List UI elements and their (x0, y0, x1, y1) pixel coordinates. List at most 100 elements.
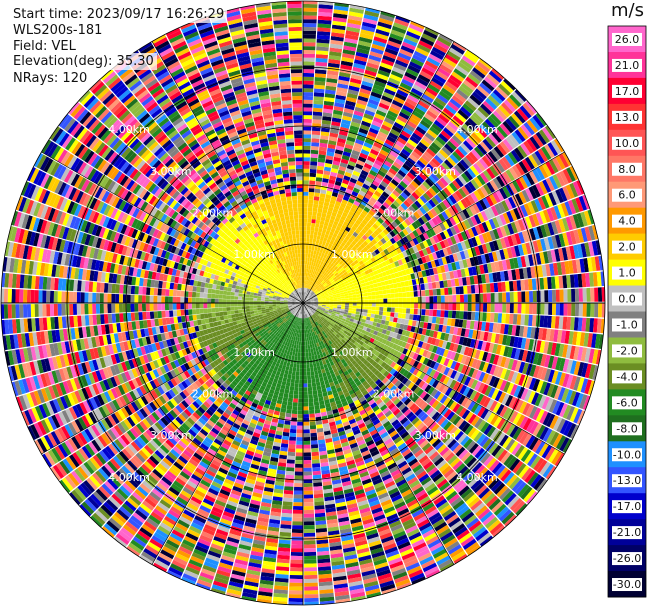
velocity-gate (291, 548, 303, 553)
velocity-gate (369, 51, 383, 59)
velocity-gate (305, 337, 307, 342)
velocity-gate (434, 182, 443, 192)
velocity-gate (322, 304, 326, 306)
velocity-gate (331, 236, 336, 242)
velocity-gate (361, 80, 374, 88)
velocity-gate (352, 297, 357, 301)
velocity-gate (392, 200, 401, 208)
velocity-gate (488, 70, 503, 83)
velocity-gate (409, 308, 415, 315)
velocity-gate (334, 229, 340, 235)
velocity-gate (449, 245, 456, 254)
velocity-gate (544, 193, 554, 208)
velocity-gate (303, 3, 318, 8)
velocity-gate (310, 286, 314, 291)
velocity-gate (367, 228, 374, 235)
velocity-gate (361, 271, 366, 277)
velocity-gate (465, 48, 481, 61)
velocity-gate (520, 204, 529, 217)
velocity-gate (491, 131, 502, 143)
velocity-gate (399, 245, 406, 253)
velocity-gate (472, 112, 484, 124)
velocity-gate (341, 154, 350, 161)
velocity-gate (345, 30, 360, 37)
velocity-gate (342, 286, 347, 290)
velocity-gate (550, 276, 556, 289)
velocity-gate (483, 303, 488, 312)
velocity-gate (324, 285, 329, 289)
velocity-gate (537, 196, 547, 210)
velocity-gate (382, 201, 390, 209)
velocity-gate (305, 345, 308, 349)
velocity-gate (312, 211, 317, 216)
velocity-gate (358, 203, 366, 210)
velocity-gate (348, 237, 354, 244)
velocity-gate (551, 221, 559, 235)
velocity-gate (375, 299, 380, 303)
velocity-gate (410, 87, 423, 97)
velocity-gate (310, 157, 318, 162)
velocity-gate (348, 281, 353, 285)
velocity-gate (372, 180, 380, 187)
velocity-gate (329, 296, 334, 299)
velocity-gate (374, 248, 380, 255)
velocity-gate (449, 153, 460, 164)
velocity-gate (350, 77, 362, 85)
velocity-gate (396, 240, 403, 247)
velocity-gate (340, 64, 353, 71)
velocity-gate (350, 234, 356, 241)
velocity-gate (344, 307, 349, 310)
velocity-gate (354, 55, 368, 62)
velocity-gate (324, 273, 329, 278)
velocity-gate (304, 291, 306, 296)
velocity-gate (401, 286, 406, 293)
velocity-gate (474, 225, 482, 235)
velocity-gate (303, 99, 313, 104)
velocity-gate (598, 303, 603, 318)
velocity-gate (289, 578, 303, 583)
velocity-gate (390, 293, 395, 298)
velocity-gate (310, 303, 315, 305)
velocity-gate (325, 89, 336, 95)
velocity-gate (335, 267, 340, 273)
velocity-gate (444, 143, 455, 154)
velocity-gate (512, 165, 522, 178)
velocity-gate (402, 41, 416, 51)
velocity-gate (318, 273, 322, 278)
velocity-gate (547, 222, 555, 236)
velocity-gate (381, 285, 387, 291)
velocity-gate (297, 421, 303, 426)
velocity-gate (467, 228, 475, 238)
velocity-gate (457, 200, 466, 211)
velocity-gate (454, 261, 461, 270)
velocity-gate (425, 309, 430, 316)
velocity-gate (492, 217, 500, 228)
velocity-gate (374, 220, 382, 227)
velocity-gate (591, 240, 599, 256)
velocity-gate (316, 215, 321, 221)
velocity-gate (529, 303, 534, 315)
velocity-gate (294, 352, 298, 357)
velocity-gate (333, 295, 338, 299)
velocity-gate (433, 119, 445, 130)
velocity-gate (285, 474, 294, 480)
velocity-gate (303, 490, 313, 495)
velocity-gate (458, 175, 467, 186)
velocity-gate (460, 198, 469, 209)
velocity-gate (540, 303, 545, 315)
velocity-gate (317, 295, 321, 298)
velocity-gate (347, 290, 352, 294)
velocity-gate (281, 509, 293, 514)
velocity-gate (372, 84, 385, 92)
velocity-gate (284, 482, 294, 487)
velocity-gate (311, 138, 320, 143)
velocity-gate (296, 364, 300, 369)
velocity-gate (348, 15, 363, 22)
velocity-gate (303, 486, 313, 491)
velocity-gate (477, 106, 490, 118)
velocity-gate (482, 312, 487, 322)
velocity-gate (354, 275, 359, 280)
velocity-gate (311, 282, 315, 287)
velocity-gate (427, 175, 437, 185)
velocity-gate (317, 282, 321, 286)
